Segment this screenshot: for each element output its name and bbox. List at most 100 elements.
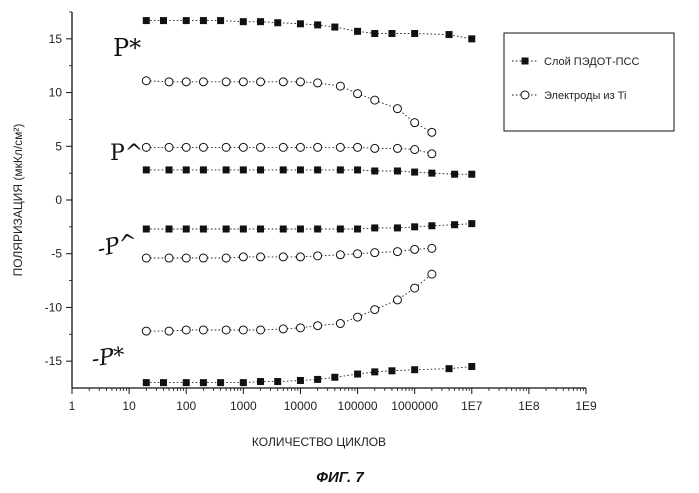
data-point xyxy=(222,254,230,262)
data-point xyxy=(388,30,395,37)
series-3 xyxy=(143,166,475,177)
data-point xyxy=(354,371,361,378)
series-line xyxy=(146,274,432,331)
data-point xyxy=(143,226,150,233)
data-point xyxy=(428,270,436,278)
data-point xyxy=(165,254,173,262)
data-point xyxy=(274,19,281,26)
data-point xyxy=(182,78,190,86)
data-point xyxy=(183,226,190,233)
data-point xyxy=(279,253,287,261)
data-point xyxy=(143,166,150,173)
data-point xyxy=(468,363,475,370)
data-point xyxy=(336,320,344,328)
y-tick-label: 15 xyxy=(49,32,63,46)
data-point xyxy=(183,379,190,386)
data-point xyxy=(446,365,453,372)
data-point xyxy=(280,226,287,233)
data-point xyxy=(296,253,304,261)
y-axis-title: ПОЛЯРИЗАЦИЯ (мкКл/см²) xyxy=(11,124,25,277)
data-point xyxy=(354,250,362,258)
data-point xyxy=(393,105,401,113)
annotation-p-star: P* xyxy=(113,34,141,62)
series-line xyxy=(146,170,472,174)
data-point xyxy=(183,17,190,24)
x-tick-label: 1000000 xyxy=(391,399,438,413)
data-point xyxy=(182,254,190,262)
data-point xyxy=(336,82,344,90)
data-point xyxy=(428,150,436,158)
annotation-p-hat: P^ xyxy=(110,141,143,166)
series-line xyxy=(146,367,472,383)
data-point xyxy=(240,18,247,25)
data-point xyxy=(223,166,230,173)
data-point xyxy=(199,78,207,86)
data-point xyxy=(240,166,247,173)
data-point xyxy=(337,166,344,173)
x-tick-label: 1 xyxy=(69,399,76,413)
series-2 xyxy=(142,143,436,157)
data-point xyxy=(354,90,362,98)
data-point xyxy=(331,24,338,31)
data-point xyxy=(165,78,173,86)
polarization-chart: 11010010001000010000010000001E71E81E9151… xyxy=(0,0,699,493)
legend-marker-ti xyxy=(521,91,529,99)
data-point xyxy=(371,224,378,231)
data-point xyxy=(279,78,287,86)
series-4 xyxy=(143,220,475,232)
data-point xyxy=(274,378,281,385)
data-point xyxy=(428,128,436,136)
series-6 xyxy=(142,270,436,335)
data-point xyxy=(371,368,378,375)
data-point xyxy=(297,377,304,384)
data-point xyxy=(200,226,207,233)
data-point xyxy=(314,79,322,87)
data-point xyxy=(354,143,362,151)
data-point xyxy=(199,326,207,334)
data-point xyxy=(239,253,247,261)
data-point xyxy=(239,78,247,86)
data-point xyxy=(217,17,224,24)
data-point xyxy=(160,379,167,386)
data-point xyxy=(468,35,475,42)
x-axis-title: КОЛИЧЕСТВО ЦИКЛОВ xyxy=(252,435,386,449)
data-point xyxy=(468,220,475,227)
data-point xyxy=(336,143,344,151)
series-7 xyxy=(143,363,475,386)
series-line xyxy=(146,81,432,133)
y-tick-label: 0 xyxy=(55,193,62,207)
data-point xyxy=(314,226,321,233)
data-point xyxy=(371,144,379,152)
data-point xyxy=(336,251,344,259)
data-point xyxy=(166,226,173,233)
data-point xyxy=(394,167,401,174)
x-tick-label: 100 xyxy=(176,399,196,413)
data-point xyxy=(388,367,395,374)
annotation-minus-p-star: -P* xyxy=(90,343,126,372)
data-point xyxy=(280,166,287,173)
legend: Слой ПЭДОТ-ПССЭлектроды из Ti xyxy=(504,33,674,131)
data-point xyxy=(371,306,379,314)
annotation-minus-p-hat: -P^ xyxy=(95,229,140,262)
data-point xyxy=(393,248,401,256)
data-point xyxy=(354,313,362,321)
data-point xyxy=(411,146,419,154)
data-point xyxy=(371,30,378,37)
data-point xyxy=(411,223,418,230)
data-point xyxy=(297,166,304,173)
data-point xyxy=(165,143,173,151)
data-point xyxy=(222,326,230,334)
data-point xyxy=(354,28,361,35)
data-point xyxy=(239,326,247,334)
data-point xyxy=(296,324,304,332)
data-point xyxy=(279,143,287,151)
data-point xyxy=(371,167,378,174)
data-point xyxy=(428,170,435,177)
data-point xyxy=(354,226,361,233)
data-point xyxy=(183,166,190,173)
x-tick-label: 1000 xyxy=(230,399,257,413)
data-point xyxy=(393,296,401,304)
series-line xyxy=(146,224,472,229)
data-point xyxy=(371,96,379,104)
y-tick-label: 5 xyxy=(55,139,62,153)
